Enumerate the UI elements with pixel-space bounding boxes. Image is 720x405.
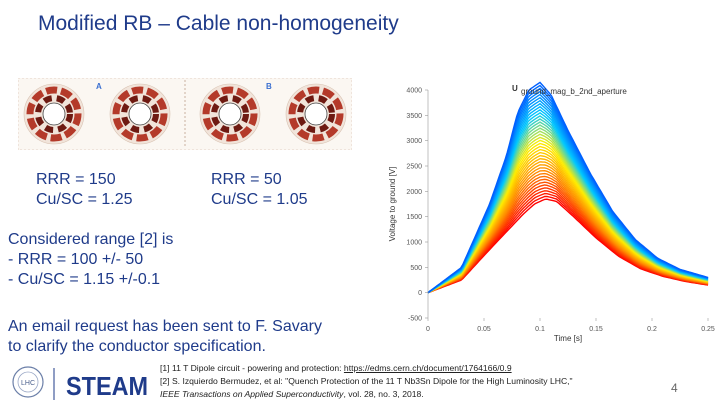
reference-1-text: [1] 11 T Dipole circuit - powering and p…: [160, 363, 344, 373]
email-line-2: to clarify the conductor specification.: [8, 338, 266, 355]
coil-aperture-2: [109, 83, 171, 145]
page-title: Modified RB – Cable non-homogeneity: [38, 12, 399, 35]
chart-title-subscript: ground_mag_b_2nd_aperture: [521, 87, 627, 96]
y-tick-label: 3500: [406, 113, 422, 120]
y-tick-label: 1000: [406, 240, 422, 247]
x-tick-label: 0.2: [647, 326, 657, 333]
magnet-cross-section-figure: A B: [18, 78, 352, 150]
voltage-series-line: [427, 192, 709, 294]
x-tick-label: 0.05: [477, 326, 491, 333]
config-b-cu-sc: Cu/SC = 1.05: [211, 191, 308, 208]
lhc-logo-text: LHC: [21, 380, 35, 387]
logos: LHC STEAM: [12, 366, 148, 401]
reference-2-details: , vol. 28, no. 3, 2018.: [343, 389, 424, 399]
y-tick-label: 2000: [406, 189, 422, 196]
y-tick-label: 0: [418, 290, 422, 297]
config-b-rrr: RRR = 50: [211, 171, 282, 188]
steam-logo-text: STEAM: [66, 371, 148, 401]
config-a-rrr: RRR = 150: [36, 171, 116, 188]
y-axis-label: Voltage to ground [V]: [388, 167, 397, 242]
y-tick-label: 1500: [406, 214, 422, 221]
lhc-logo: LHC: [12, 366, 44, 398]
y-tick-label: 500: [410, 265, 422, 272]
coil-aperture-1: [23, 83, 85, 145]
reference-1-link[interactable]: https://edms.cern.ch/document/1764166/0.…: [343, 363, 512, 373]
voltage-series-line: [427, 198, 709, 294]
config-a-cu-sc: Cu/SC = 1.25: [36, 191, 133, 208]
x-tick-label: 0.15: [589, 326, 603, 333]
reference-2-journal: IEEE Transactions on Applied Superconduc…: [160, 389, 344, 399]
config-b: RRR = 50 Cu/SC = 1.05: [211, 170, 308, 210]
page-number: 4: [671, 381, 678, 395]
considered-item-rrr: - RRR = 100 +/- 50: [8, 251, 144, 268]
coil-aperture-4: [285, 83, 347, 145]
email-note: An email request has been sent to F. Sav…: [8, 317, 322, 357]
steam-logo: STEAM: [66, 371, 148, 401]
email-line-1: An email request has been sent to F. Sav…: [8, 318, 322, 335]
x-axis-label: Time [s]: [554, 334, 582, 343]
x-tick-label: 0.1: [535, 326, 545, 333]
chart-title: U: [512, 84, 518, 93]
config-a: RRR = 150 Cu/SC = 1.25: [36, 170, 133, 210]
x-tick-label: 0: [426, 326, 430, 333]
y-tick-label: 4000: [406, 88, 422, 95]
considered-heading: Considered range [2] is: [8, 231, 174, 248]
references: [1] 11 T Dipole circuit - powering and p…: [160, 362, 573, 401]
voltage-series-line: [427, 81, 709, 294]
reference-1: [1] 11 T Dipole circuit - powering and p…: [160, 362, 573, 375]
reference-2-line-1: [2] S. Izquierdo Bermudez, et al: "Quenc…: [160, 376, 573, 386]
magnet-label-a: A: [96, 82, 102, 91]
y-tick-label: 2500: [406, 164, 422, 171]
considered-item-cu-sc: - Cu/SC = 1.15 +/-0.1: [8, 271, 161, 288]
considered-range: Considered range [2] is - RRR = 100 +/- …: [8, 230, 173, 290]
voltage-chart: -500 0 500 1000 1500 2000 2500 3000 3500 4000 0 0.0…: [388, 81, 715, 343]
coil-aperture-3: [199, 83, 261, 145]
y-tick-label: 3000: [406, 138, 422, 145]
magnet-label-b: B: [266, 82, 272, 91]
reference-2-line-2: IEEE Transactions on Applied Superconduc…: [160, 388, 573, 401]
y-tick-label: -500: [408, 316, 422, 323]
x-tick-label: 0.25: [701, 326, 715, 333]
